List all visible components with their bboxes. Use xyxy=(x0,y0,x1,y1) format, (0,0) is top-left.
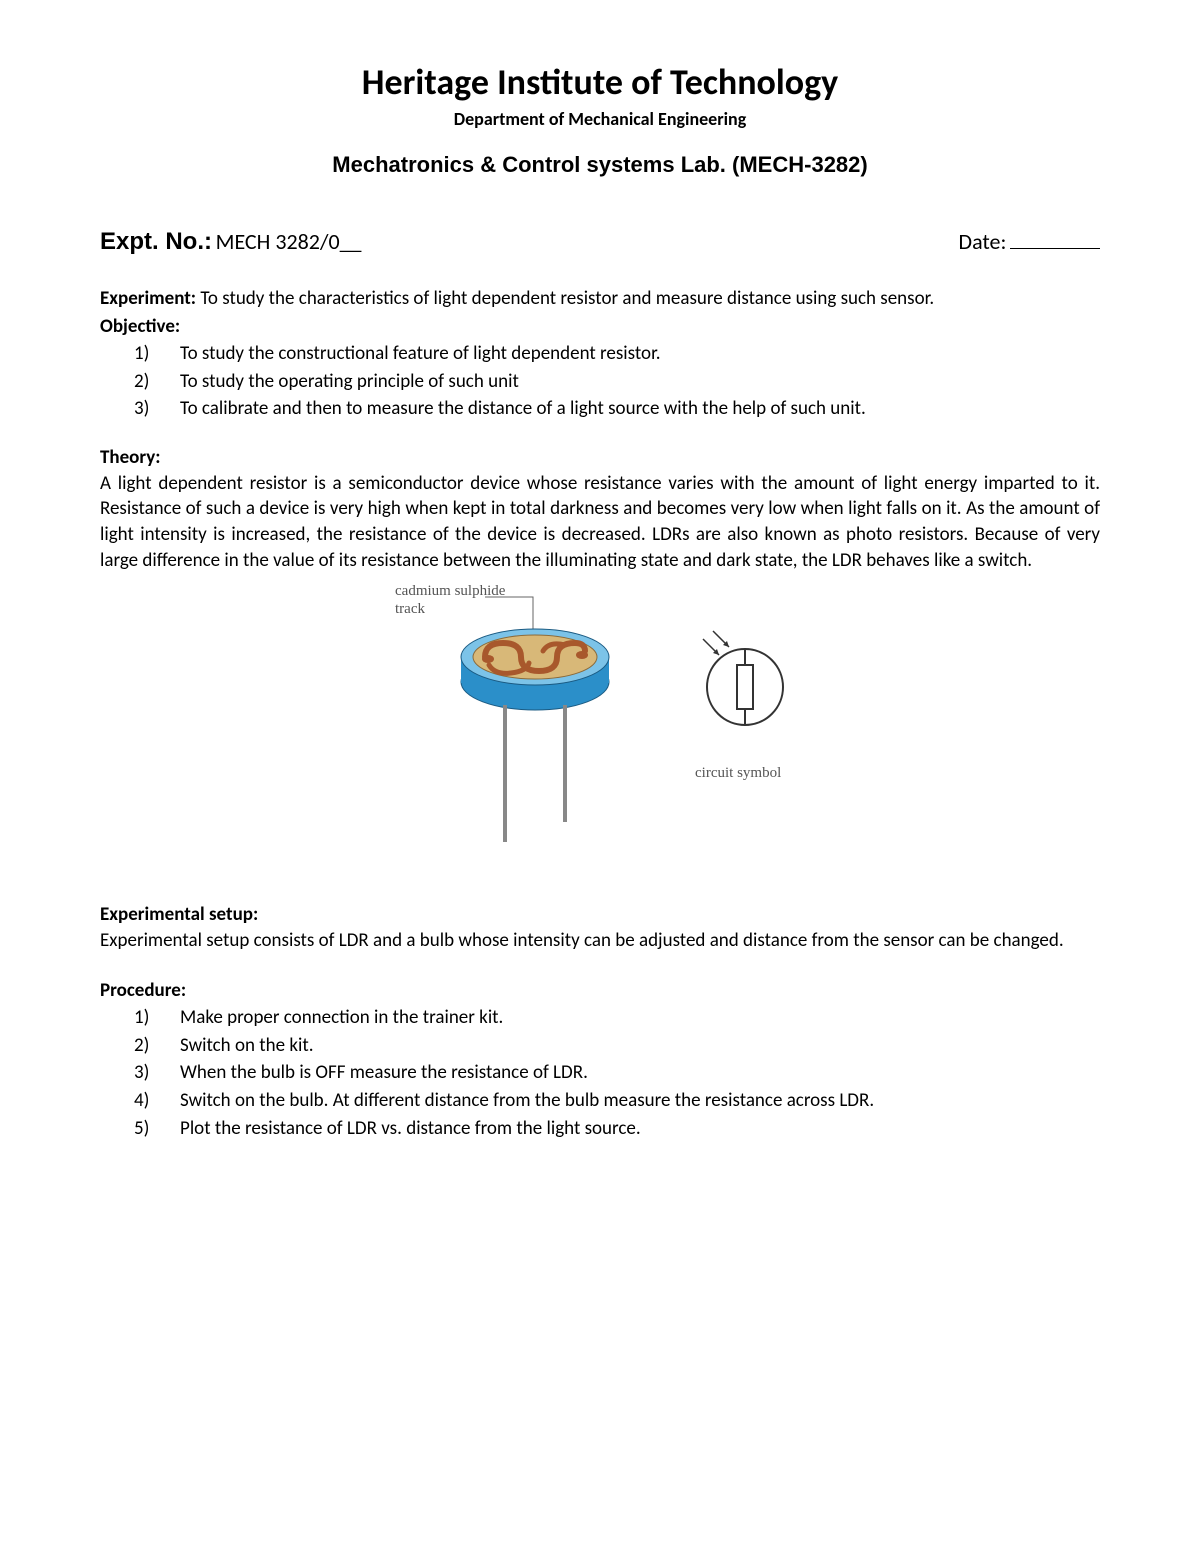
experiment-statement: Experiment: To study the characteristics… xyxy=(100,286,1100,312)
lab-title: Mechatronics & Control systems Lab. (MEC… xyxy=(100,152,1100,178)
objective-item: 3)To calibrate and then to measure the d… xyxy=(170,396,1100,423)
procedure-item: 1)Make proper connection in the trainer … xyxy=(170,1005,1100,1032)
theory-label: Theory: xyxy=(100,445,1100,471)
experiment-text: To study the characteristics of light de… xyxy=(200,287,934,310)
procedure-item: 4)Switch on the bulb. At different dista… xyxy=(170,1088,1100,1115)
date-group: Date: xyxy=(959,228,1100,255)
procedure-label: Procedure: xyxy=(100,979,186,1002)
institute-title: Heritage Institute of Technology xyxy=(100,60,1100,104)
objective-list: 1)To study the constructional feature of… xyxy=(100,341,1100,423)
procedure-item: 3)When the bulb is OFF measure the resis… xyxy=(170,1060,1100,1087)
ldr-figure: cadmium sulphide track xyxy=(100,577,1100,862)
theory-text: A light dependent resistor is a semicond… xyxy=(100,472,1100,572)
procedure-item: 5)Plot the resistance of LDR vs. distanc… xyxy=(170,1116,1100,1143)
experiment-label: Experiment: xyxy=(100,287,196,310)
ldr-circuit-symbol-icon: circuit symbol xyxy=(675,617,815,817)
svg-text:circuit symbol: circuit symbol xyxy=(695,765,781,781)
setup-text: Experimental setup consists of LDR and a… xyxy=(100,929,1064,952)
theory-block: Theory: A light dependent resistor is a … xyxy=(100,445,1100,573)
expt-no-value: MECH 3282/0__ xyxy=(216,228,362,255)
procedure-list: 1)Make proper connection in the trainer … xyxy=(100,1005,1100,1142)
experiment-number-row: Expt. No.: MECH 3282/0__ Date: xyxy=(100,228,1100,256)
document-page: Heritage Institute of Technology Departm… xyxy=(0,0,1200,1553)
objective-label: Objective: xyxy=(100,315,180,338)
expt-no-group: Expt. No.: MECH 3282/0__ xyxy=(100,228,362,256)
date-blank-line xyxy=(1010,248,1100,249)
objective-item: 2)To study the operating principle of su… xyxy=(170,369,1100,396)
header-block: Heritage Institute of Technology Departm… xyxy=(100,60,1100,178)
procedure-block: Procedure: xyxy=(100,978,1100,1004)
figure-container: cadmium sulphide track xyxy=(385,577,815,857)
setup-label: Experimental setup: xyxy=(100,902,1100,928)
procedure-item: 2)Switch on the kit. xyxy=(170,1033,1100,1060)
ldr-component-icon: cadmium sulphide track xyxy=(385,577,645,857)
department-name: Department of Mechanical Engineering xyxy=(100,108,1100,130)
setup-block: Experimental setup: Experimental setup c… xyxy=(100,902,1100,953)
objective-item: 1)To study the constructional feature of… xyxy=(170,341,1100,368)
objective-block: Objective: xyxy=(100,314,1100,340)
date-label: Date: xyxy=(959,228,1007,255)
svg-text:track: track xyxy=(395,601,425,617)
expt-no-label: Expt. No.: xyxy=(100,228,212,255)
